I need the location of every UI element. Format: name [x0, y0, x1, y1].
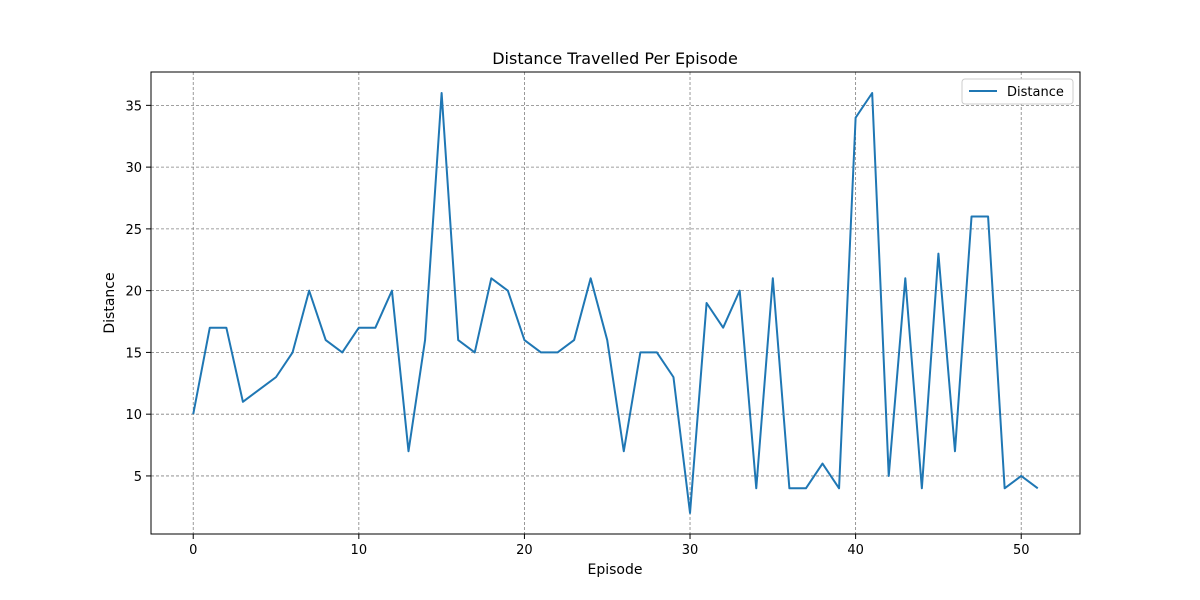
- x-tick-label: 20: [516, 543, 533, 558]
- legend-label: Distance: [1007, 85, 1064, 100]
- plot-frame: [150, 71, 1081, 535]
- x-tick-label: 10: [351, 543, 368, 558]
- series-layer: [192, 92, 1039, 514]
- chart-title: Distance Travelled Per Episode: [492, 49, 738, 68]
- legend: Distance: [961, 78, 1074, 105]
- axes: [150, 71, 1081, 535]
- x-tick-label: 50: [1013, 543, 1030, 558]
- y-tick-label: 10: [125, 408, 142, 423]
- y-tick-label: 5: [134, 470, 142, 485]
- y-tick-label: 20: [125, 285, 142, 300]
- y-tick-label: 15: [125, 346, 142, 361]
- y-axis-label: Distance: [102, 272, 118, 333]
- x-tick-label: 0: [189, 543, 197, 558]
- x-tick-label: 40: [847, 543, 864, 558]
- legend-box: [961, 78, 1074, 105]
- x-tick-label: 30: [682, 543, 699, 558]
- y-tick-label: 25: [125, 223, 142, 238]
- y-tick-label: 30: [125, 161, 142, 176]
- x-axis-label: Episode: [588, 562, 643, 578]
- grid-lines: [151, 72, 1080, 534]
- y-tick-label: 35: [125, 99, 142, 114]
- series-line-distance: [192, 92, 1039, 514]
- tick-layer: 0 10 20 30 40 50 5 10 15 20 25 30 35: [125, 99, 1029, 558]
